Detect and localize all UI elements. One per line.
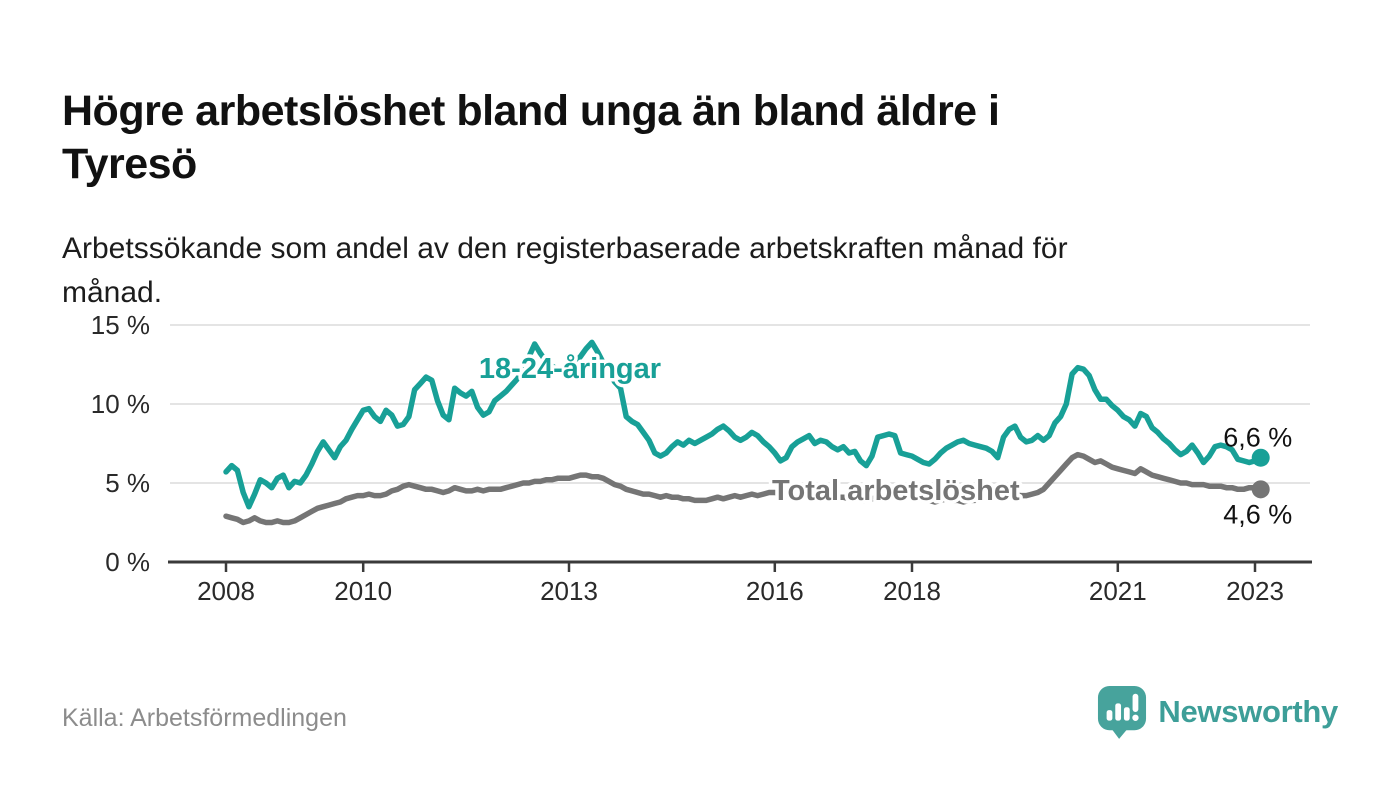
y-axis-labels: 15 % 10 % 5 % 0 % [91,310,150,577]
youth-line [223,339,1264,510]
total-end-value: 4,6 % [1223,499,1292,529]
x-tick-label: 2008 [197,576,255,606]
page-title-line-1: Högre arbetslöshet bland unga än bland ä… [62,86,1000,135]
youth-end-dot [1251,448,1270,467]
logo-bubble-tail [1110,727,1130,739]
logo-bar-2 [1115,703,1122,721]
chart-subtitle-line-2: månad. [62,276,163,309]
logo-bar-1 [1107,710,1113,721]
y-tick-label: 0 % [105,547,150,577]
logo-exclamation-bar [1132,693,1139,712]
x-tick-label: 2016 [746,576,804,606]
logo-bubble [1098,686,1147,731]
total-end-dot [1251,480,1270,499]
x-tick-label: 2021 [1089,576,1147,606]
chart-subtitle-line-1: Arbetssökande som andel av den registerb… [62,232,1068,265]
x-tick-label: 2010 [334,576,392,606]
y-tick-label: 10 % [91,389,150,419]
newsworthy-logo-icon [1098,686,1147,739]
brand-name: Newsworthy [1158,694,1338,729]
x-axis: 2008 2010 2013 2016 2018 2021 2023 [168,560,1312,606]
total-line [223,451,1264,526]
logo-exclamation-dot [1132,714,1140,721]
series-label: Total arbetslöshet [772,475,1020,507]
source-note: Källa: Arbetsförmedlingen [62,704,347,732]
gridlines [170,324,1310,484]
series-label: 18-24-åringar [479,353,661,385]
x-tick-label: 2023 [1226,576,1284,606]
youth-end-value: 6,6 % [1223,423,1292,453]
end-markers: 6,6 % 4,6 % [1223,423,1292,530]
chart-svg: 15 %10 %5 %0 % 2008 2010 2013 2016 2018 2021 2… [91,310,1312,606]
series-lines [223,339,1264,526]
series-labels: 18-24-åringar Total arbetslöshet [475,350,1023,511]
y-tick-label: 15 % [91,310,150,340]
chart-subtitle: Arbetssökande som andel av den registerb… [62,227,1302,315]
y-tick-label: 5 % [105,468,150,498]
page-title: Högre arbetslöshet bland unga än bland ä… [62,85,1302,191]
newsworthy-logo: Newsworthy [1097,684,1338,740]
page-title-line-2: Tyresö [62,139,197,188]
x-tick-label: 2013 [540,576,598,606]
x-tick-label: 2018 [883,576,941,606]
logo-bar-3 [1124,707,1131,721]
